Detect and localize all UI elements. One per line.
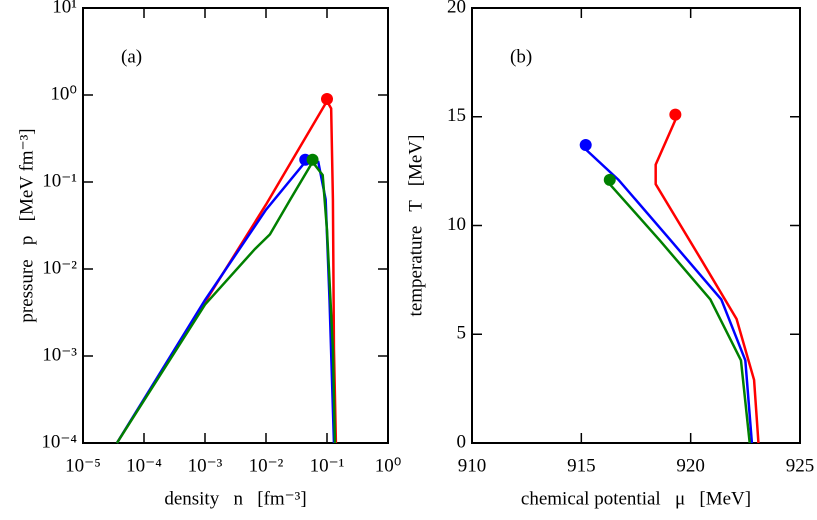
x-tick-label: 910 (458, 455, 487, 476)
x-axis-label: density n [fm⁻³] (164, 488, 306, 509)
y-tick-label: 10 (447, 214, 466, 235)
x-tick-label: 925 (786, 455, 815, 476)
x-tick-label: 10⁻⁴ (126, 455, 162, 476)
x-axis-label: chemical potential μ [MeV] (521, 488, 751, 509)
curve (115, 160, 336, 444)
x-tick-label: 10⁻¹ (310, 455, 345, 476)
y-tick-label: 10⁻² (42, 257, 77, 278)
x-tick-label: 10⁻⁵ (65, 455, 101, 476)
critical-point (579, 139, 592, 152)
y-tick-label: 0 (457, 431, 467, 452)
critical-point (603, 173, 616, 186)
y-tick-label: 10⁻¹ (42, 170, 77, 191)
y-tick-label: 15 (447, 105, 466, 126)
curve (608, 183, 751, 444)
critical-point (306, 153, 319, 166)
plot-frame (471, 7, 801, 444)
y-tick-label: 10⁻⁴ (41, 431, 77, 452)
y-tick-label: 5 (457, 323, 467, 344)
curve (654, 119, 760, 444)
x-tick-label: 10⁻² (249, 455, 284, 476)
curve (584, 148, 754, 444)
y-axis-label: pressure p [MeV fm⁻³] (16, 128, 37, 322)
panel-label: (b) (510, 46, 532, 67)
critical-point (669, 108, 682, 121)
critical-point (321, 92, 333, 105)
panel-label: (a) (121, 46, 142, 67)
x-tick-label: 10⁻³ (188, 455, 223, 476)
y-axis-label: temperature T [MeV] (405, 135, 426, 317)
x-tick-label: 920 (676, 455, 705, 476)
y-tick-label: 10⁰ (50, 83, 77, 104)
y-tick-label: 10¹ (52, 0, 77, 17)
y-tick-label: 20 (447, 0, 466, 17)
curve (115, 159, 337, 444)
plot-frame (82, 7, 389, 444)
x-tick-label: 915 (567, 455, 596, 476)
y-tick-label: 10⁻³ (42, 344, 77, 365)
x-tick-label: 10⁰ (375, 455, 402, 476)
